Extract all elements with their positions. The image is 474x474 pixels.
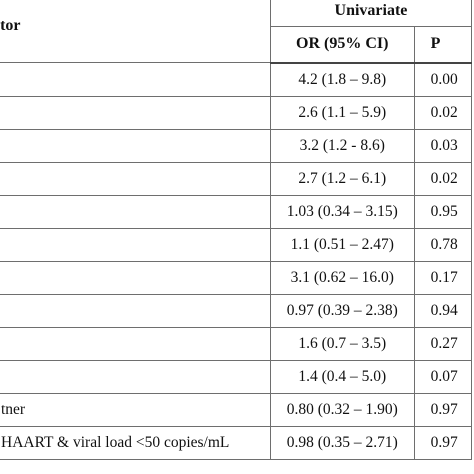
factor-cell: [0, 62, 271, 97]
p-cell: 0.00: [413, 62, 473, 97]
p-cell: 0.02: [413, 161, 473, 196]
p-cell: 0.07: [413, 359, 473, 394]
factor-cell: [0, 359, 271, 394]
or-column-header: OR (95% CI): [269, 26, 415, 64]
or-cell: 0.97 (0.39 – 2.38): [269, 293, 415, 328]
p-cell: 0.17: [413, 260, 473, 295]
p-cell: 0.95: [413, 194, 473, 229]
or-cell: 1.03 (0.34 – 3.15): [269, 194, 415, 229]
or-cell: 2.6 (1.1 – 5.9): [269, 95, 415, 130]
p-cell: 0.02: [413, 95, 473, 130]
or-cell: 3.1 (0.62 – 16.0): [269, 260, 415, 295]
table-row: 2.7 (1.2 – 6.1) 0.02: [0, 161, 473, 196]
table-row: 2.6 (1.1 – 5.9) 0.02: [0, 95, 473, 130]
factor-cell: HAART & viral load <50 copies/mL: [0, 425, 271, 460]
table-row: 3.1 (0.62 – 16.0) 0.17: [0, 260, 473, 295]
univariate-table: actor Univariate OR (95% CI) P 4.2 (1.8 …: [0, 0, 473, 460]
table-row: 0.97 (0.39 – 2.38) 0.94: [0, 293, 473, 328]
or-cell: 3.2 (1.2 - 8.6): [269, 128, 415, 163]
or-cell: 2.7 (1.2 – 6.1): [269, 161, 415, 196]
table-row: tner 0.80 (0.32 – 1.90) 0.97: [0, 392, 473, 427]
p-cell: 0.03: [413, 128, 473, 163]
table-row: 4.2 (1.8 – 9.8) 0.00: [0, 62, 473, 97]
p-cell: 0.97: [413, 425, 473, 460]
or-cell: 0.98 (0.35 – 2.71): [269, 425, 415, 460]
table-row: 1.4 (0.4 – 5.0) 0.07: [0, 359, 473, 394]
factor-cell: [0, 227, 271, 262]
univariate-group-header: Univariate: [269, 0, 473, 27]
or-cell: 1.1 (0.51 – 2.47): [269, 227, 415, 262]
or-cell: 0.80 (0.32 – 1.90): [269, 392, 415, 427]
factor-cell: [0, 95, 271, 130]
p-cell: 0.97: [413, 392, 473, 427]
table-row: 1.6 (0.7 – 3.5) 0.27: [0, 326, 473, 361]
factor-cell: tner: [0, 392, 271, 427]
or-cell: 4.2 (1.8 – 9.8): [269, 62, 415, 97]
factor-cell: [0, 128, 271, 163]
factor-cell: [0, 326, 271, 361]
or-cell: 1.4 (0.4 – 5.0): [269, 359, 415, 394]
factor-column-header: actor: [0, 0, 271, 63]
p-cell: 0.94: [413, 293, 473, 328]
factor-cell: [0, 260, 271, 295]
table-row: 1.1 (0.51 – 2.47) 0.78: [0, 227, 473, 262]
or-cell: 1.6 (0.7 – 3.5): [269, 326, 415, 361]
factor-cell: [0, 194, 271, 229]
p-cell: 0.78: [413, 227, 473, 262]
table-row: HAART & viral load <50 copies/mL 0.98 (0.…: [0, 425, 473, 460]
factor-cell: [0, 161, 271, 196]
p-column-header: P: [413, 26, 473, 64]
table-row: 1.03 (0.34 – 3.15) 0.95: [0, 194, 473, 229]
table-row: 3.2 (1.2 - 8.6) 0.03: [0, 128, 473, 163]
p-cell: 0.27: [413, 326, 473, 361]
factor-cell: [0, 293, 271, 328]
